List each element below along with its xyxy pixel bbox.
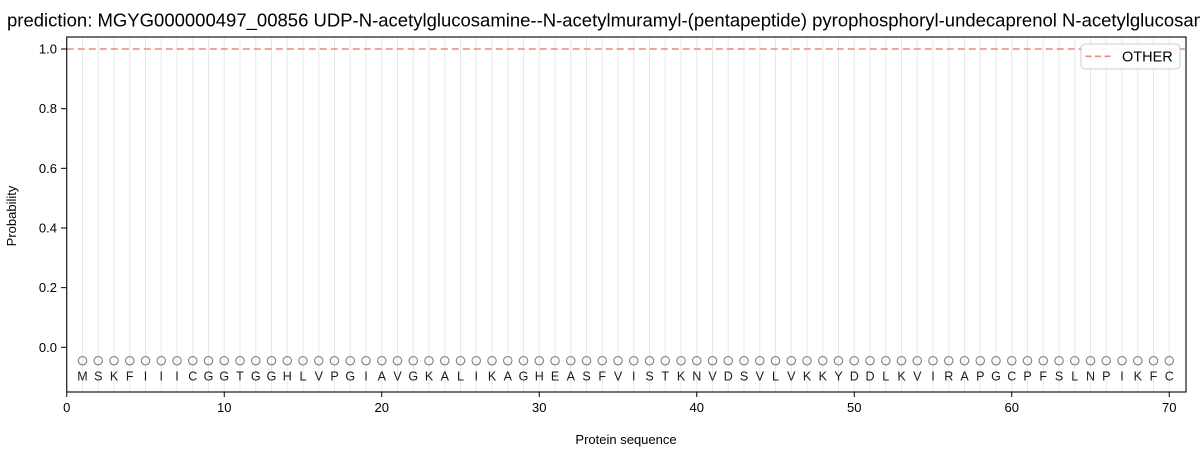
svg-text:30: 30 <box>532 400 546 415</box>
svg-text:70: 70 <box>1162 400 1176 415</box>
svg-text:V: V <box>913 369 922 383</box>
svg-text:I: I <box>931 369 934 383</box>
svg-text:G: G <box>991 369 1001 383</box>
svg-text:G: G <box>251 369 261 383</box>
svg-text:F: F <box>598 369 606 383</box>
svg-text:prediction: MGYG000000497_0085: prediction: MGYG000000497_00856 UDP-N-ac… <box>7 10 1200 32</box>
svg-text:OTHER: OTHER <box>1122 50 1173 66</box>
svg-text:50: 50 <box>847 400 861 415</box>
svg-text:G: G <box>267 369 277 383</box>
svg-text:K: K <box>1134 369 1143 383</box>
svg-text:0.6: 0.6 <box>39 161 57 176</box>
svg-text:L: L <box>457 369 464 383</box>
svg-text:N: N <box>692 369 701 383</box>
svg-text:K: K <box>425 369 434 383</box>
svg-text:H: H <box>535 369 544 383</box>
svg-text:P: P <box>976 369 984 383</box>
svg-text:D: D <box>724 369 733 383</box>
svg-text:C: C <box>1007 369 1016 383</box>
svg-text:10: 10 <box>217 400 231 415</box>
svg-text:I: I <box>144 369 147 383</box>
svg-text:D: D <box>865 369 874 383</box>
svg-text:K: K <box>803 369 812 383</box>
svg-text:60: 60 <box>1005 400 1019 415</box>
svg-text:C: C <box>188 369 197 383</box>
svg-text:G: G <box>219 369 229 383</box>
svg-text:0.0: 0.0 <box>39 340 57 355</box>
svg-text:I: I <box>475 369 478 383</box>
svg-text:K: K <box>110 369 119 383</box>
svg-text:L: L <box>1071 369 1078 383</box>
svg-text:0.4: 0.4 <box>39 220 57 235</box>
svg-text:1.0: 1.0 <box>39 42 57 57</box>
svg-text:40: 40 <box>690 400 704 415</box>
svg-text:I: I <box>632 369 635 383</box>
svg-text:Probability: Probability <box>4 185 19 246</box>
svg-text:0.8: 0.8 <box>39 101 57 116</box>
svg-text:S: S <box>1055 369 1063 383</box>
svg-text:K: K <box>819 369 828 383</box>
svg-text:Y: Y <box>834 369 843 383</box>
svg-text:R: R <box>944 369 953 383</box>
svg-text:A: A <box>504 369 513 383</box>
svg-text:S: S <box>94 369 102 383</box>
svg-text:A: A <box>567 369 576 383</box>
svg-text:20: 20 <box>375 400 389 415</box>
svg-text:A: A <box>960 369 969 383</box>
svg-text:K: K <box>677 369 686 383</box>
svg-text:V: V <box>787 369 796 383</box>
svg-text:L: L <box>300 369 307 383</box>
svg-text:I: I <box>364 369 367 383</box>
svg-text:V: V <box>708 369 717 383</box>
svg-text:A: A <box>378 369 387 383</box>
svg-text:D: D <box>850 369 859 383</box>
svg-text:P: P <box>330 369 338 383</box>
svg-text:S: S <box>645 369 653 383</box>
svg-text:I: I <box>175 369 178 383</box>
svg-text:C: C <box>1165 369 1174 383</box>
svg-text:M: M <box>77 369 87 383</box>
svg-text:L: L <box>882 369 889 383</box>
svg-text:P: P <box>1023 369 1031 383</box>
svg-text:V: V <box>315 369 324 383</box>
svg-text:K: K <box>488 369 497 383</box>
svg-text:T: T <box>661 369 669 383</box>
svg-text:S: S <box>740 369 748 383</box>
svg-text:I: I <box>160 369 163 383</box>
svg-text:H: H <box>283 369 292 383</box>
svg-text:G: G <box>345 369 355 383</box>
svg-text:0: 0 <box>63 400 70 415</box>
svg-text:T: T <box>236 369 244 383</box>
svg-text:V: V <box>614 369 623 383</box>
svg-text:L: L <box>772 369 779 383</box>
svg-text:V: V <box>756 369 765 383</box>
svg-text:P: P <box>1102 369 1110 383</box>
svg-text:0.2: 0.2 <box>39 280 57 295</box>
svg-text:K: K <box>897 369 906 383</box>
svg-text:E: E <box>551 369 559 383</box>
svg-text:G: G <box>519 369 529 383</box>
svg-text:F: F <box>1150 369 1158 383</box>
svg-text:G: G <box>204 369 214 383</box>
svg-text:N: N <box>1086 369 1095 383</box>
svg-text:V: V <box>393 369 402 383</box>
svg-text:S: S <box>582 369 590 383</box>
svg-text:A: A <box>441 369 450 383</box>
svg-text:Protein sequence: Protein sequence <box>575 432 676 447</box>
svg-text:I: I <box>1120 369 1123 383</box>
svg-text:F: F <box>126 369 134 383</box>
svg-text:G: G <box>408 369 418 383</box>
svg-text:F: F <box>1039 369 1047 383</box>
